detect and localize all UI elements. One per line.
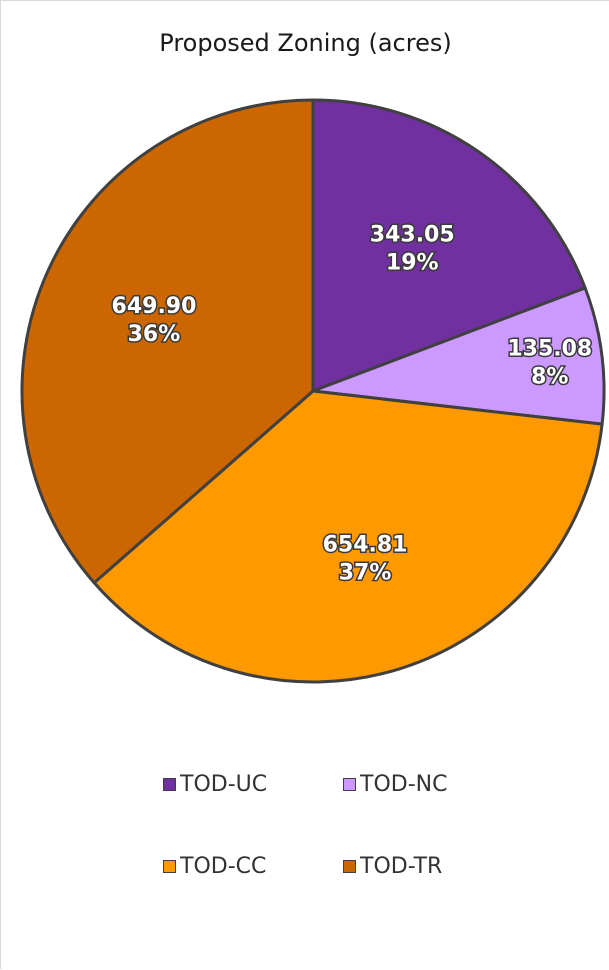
legend-label-tod-cc: TOD-CC [180, 854, 267, 879]
legend-item-tod-cc: TOD-CC [163, 854, 266, 879]
slice-percent-tod-tr: 36% [128, 322, 181, 347]
slice-value-tod-tr: 649.90 [112, 294, 197, 319]
legend-label-tod-tr: TOD-TR [360, 854, 443, 879]
slice-label-tod-nc: 135.08 8% [506, 335, 594, 391]
legend-swatch-tod-nc [343, 778, 356, 791]
slice-value-tod-uc: 343.05 [370, 222, 455, 247]
pie-slice-tod-tr [20, 98, 315, 585]
legend-item-tod-nc: TOD-NC [343, 772, 447, 797]
legend-swatch-tod-tr [343, 860, 356, 873]
legend-item-tod-tr: TOD-TR [343, 854, 442, 879]
slice-label-tod-uc: 343.05 19% [368, 221, 456, 277]
legend-item-tod-uc: TOD-UC [163, 772, 267, 797]
chart-title: Proposed Zoning (acres) [159, 29, 452, 57]
slice-percent-tod-cc: 37% [339, 561, 392, 586]
pie-slice-tod-cc [92, 389, 604, 684]
slice-percent-tod-nc: 8% [531, 365, 568, 390]
slice-percent-tod-uc: 19% [386, 250, 439, 275]
slice-value-tod-nc: 135.08 [507, 337, 592, 362]
legend-label-tod-nc: TOD-NC [360, 772, 448, 797]
slice-label-tod-cc: 654.81 37% [321, 531, 409, 587]
legend-swatch-tod-uc [163, 778, 176, 791]
pie-slice-tod-uc [311, 98, 587, 393]
slice-label-tod-tr: 649.90 36% [110, 292, 198, 348]
legend-label-tod-uc: TOD-UC [180, 772, 268, 797]
pie-slice-tod-nc [311, 286, 606, 426]
legend-swatch-tod-cc [163, 860, 176, 873]
slice-value-tod-cc: 654.81 [323, 533, 408, 558]
